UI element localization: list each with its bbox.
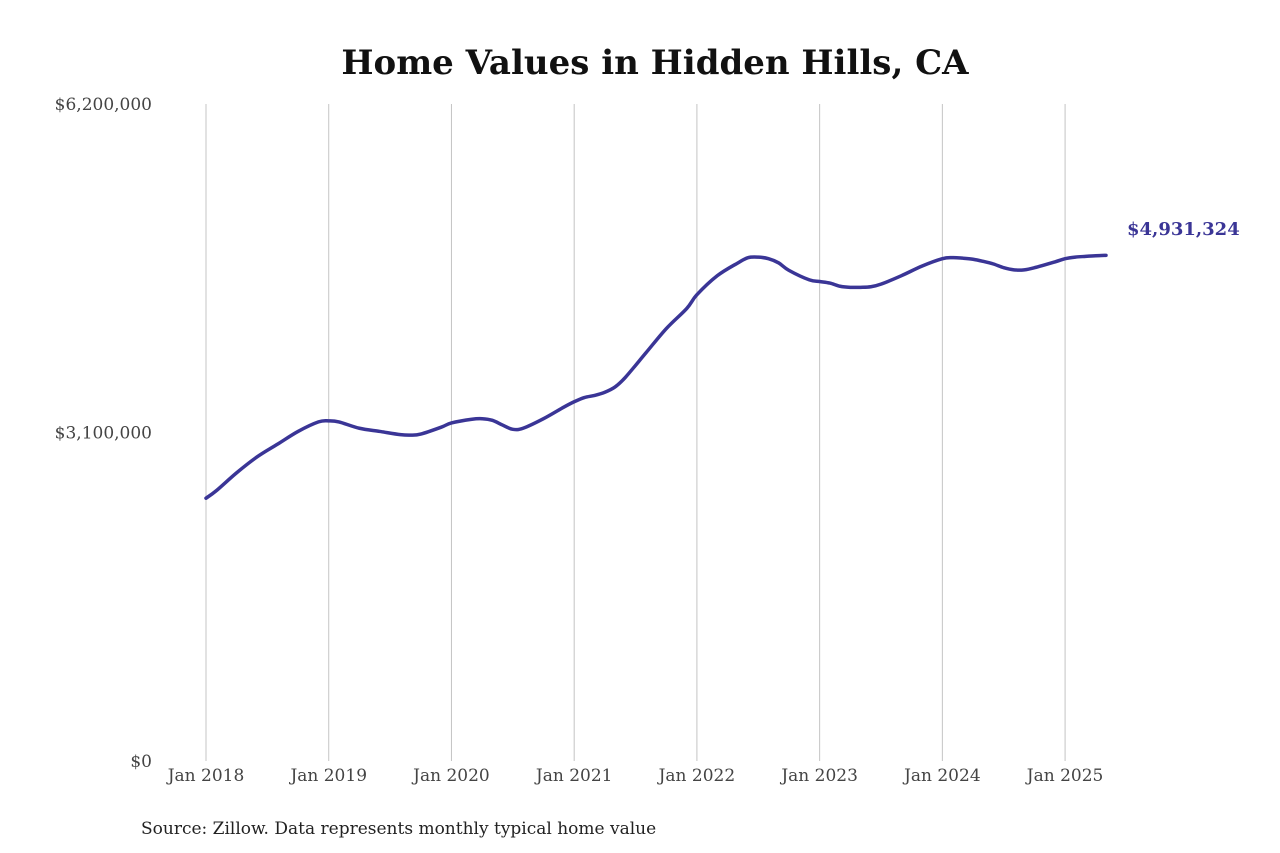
end-value-label: $4,931,324 [1127, 219, 1240, 240]
y-axis-tick-labels: $0 $3,100,000 $6,200,000 [55, 95, 152, 772]
x-tick-label: Jan 2025 [1025, 766, 1104, 786]
x-tick-label: Jan 2023 [779, 766, 858, 786]
x-tick-label: Jan 2022 [657, 766, 736, 786]
y-tick-label: $0 [130, 752, 152, 772]
source-note: Source: Zillow. Data represents monthly … [141, 819, 656, 839]
x-tick-label: Jan 2019 [288, 766, 367, 786]
y-tick-label: $3,100,000 [55, 424, 152, 444]
x-tick-label: Jan 2020 [411, 766, 490, 786]
x-axis-tick-labels: Jan 2018 Jan 2019 Jan 2020 Jan 2021 Jan 2022… [166, 766, 1104, 786]
x-tick-label: Jan 2021 [534, 766, 613, 786]
chart-title: Home Values in Hidden Hills, CA [341, 43, 969, 83]
x-tick-label: Jan 2024 [902, 766, 981, 786]
series-line-0 [204, 253, 1108, 500]
x-tick-label: Jan 2018 [166, 766, 245, 786]
y-tick-label: $6,200,000 [55, 95, 152, 115]
vertical-gridlines [205, 104, 1066, 761]
series-layer [204, 253, 1108, 500]
